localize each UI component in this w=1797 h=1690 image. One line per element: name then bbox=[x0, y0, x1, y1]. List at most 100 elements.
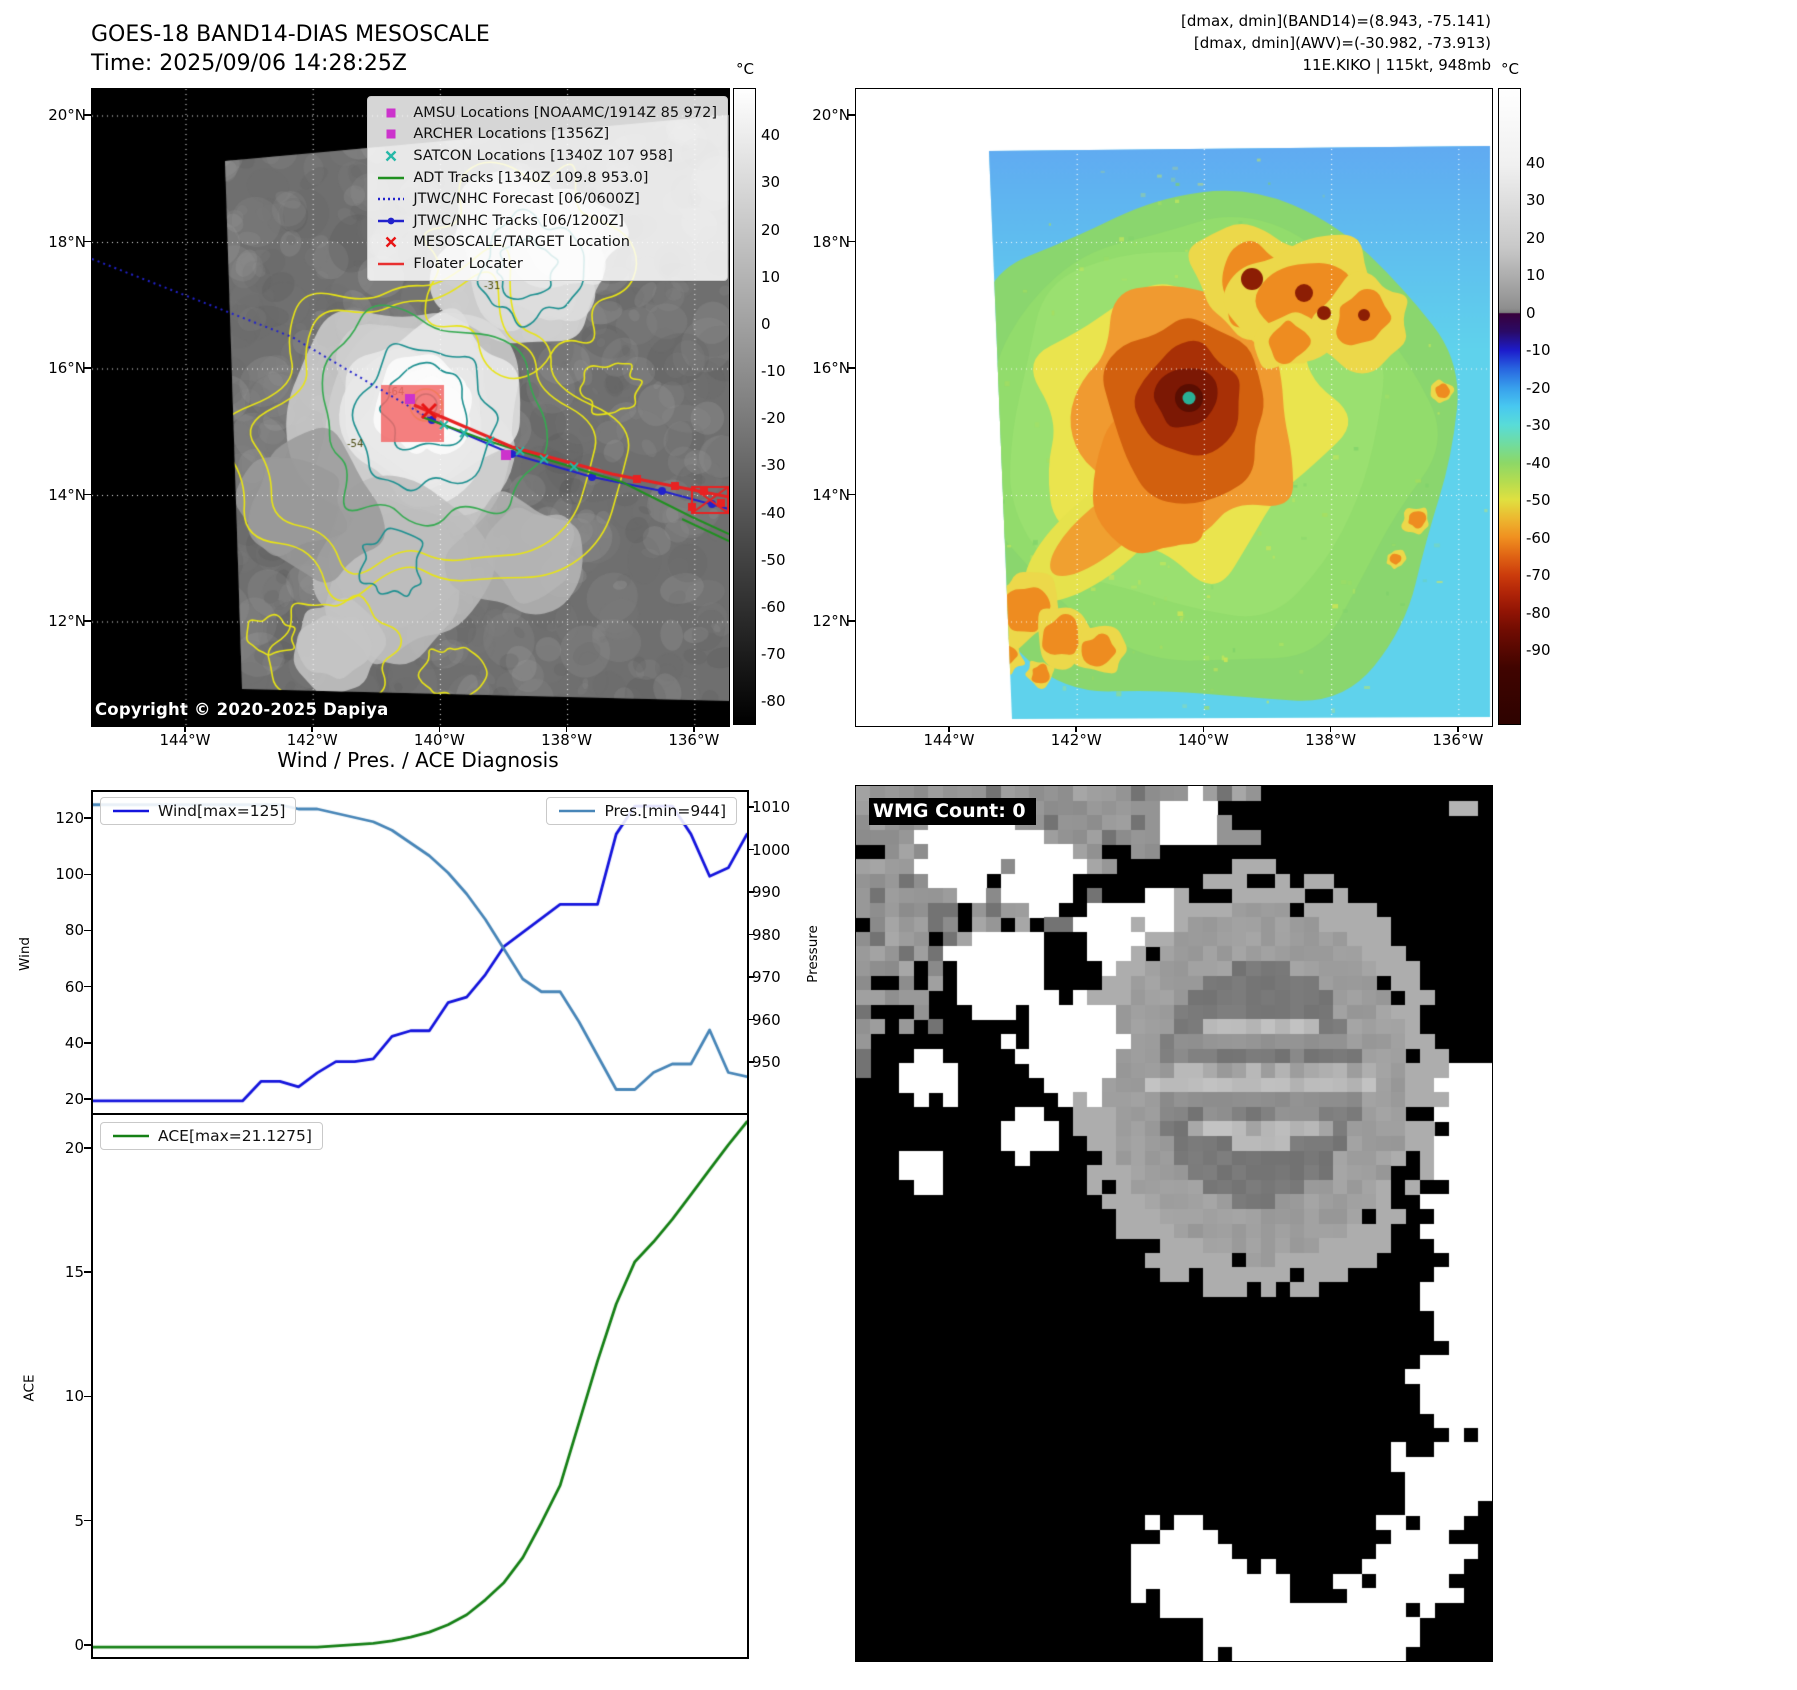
axis-tick-label: -90 bbox=[1526, 641, 1551, 660]
axis-tick-mark bbox=[84, 1395, 91, 1398]
axis-tick-mark bbox=[565, 726, 568, 732]
axis-tick-label: 136°W bbox=[1432, 731, 1484, 749]
axis-tick-mark bbox=[1329, 726, 1332, 732]
axis-tick-label: -60 bbox=[1526, 528, 1551, 547]
axis-tick-mark bbox=[1075, 726, 1077, 732]
axis-tick-label: 40 bbox=[761, 126, 781, 145]
axis-tick-mark bbox=[84, 493, 91, 496]
axis-tick-mark bbox=[1457, 726, 1459, 732]
axis-tick-label: 100 bbox=[55, 865, 84, 884]
legend-item-label: ADT Tracks [1340Z 109.8 953.0] bbox=[413, 169, 649, 186]
axis-tick-mark bbox=[84, 929, 91, 932]
legend-item-label: Wind[max=125] bbox=[158, 801, 286, 820]
legend-item: JTWC/NHC Forecast [06/0600Z] bbox=[376, 189, 717, 209]
tl-colorbar-unit: °C bbox=[736, 60, 754, 78]
tl-map-title: GOES-18 BAND14-DIAS MESOSCALE bbox=[91, 22, 490, 47]
axis-tick-label: 16°N bbox=[48, 359, 86, 377]
axis-tick-label: 40 bbox=[1526, 153, 1546, 172]
axis-tick-label: -50 bbox=[761, 550, 786, 569]
legend-item: JTWC/NHC Tracks [06/1200Z] bbox=[376, 211, 717, 231]
axis-tick-mark bbox=[84, 367, 91, 369]
axis-tick-label: 16°N bbox=[812, 359, 850, 377]
legend-item-label: MESOSCALE/TARGET Location bbox=[413, 234, 630, 251]
ace-series-legend: ACE[max=21.1275] bbox=[100, 1122, 323, 1150]
axis-tick-label: 10 bbox=[64, 1387, 84, 1406]
axis-tick-label: 120 bbox=[55, 809, 84, 828]
axis-tick-label: 140°W bbox=[1177, 731, 1229, 749]
axis-tick-mark bbox=[438, 726, 441, 732]
wind-series-legend: Wind[max=125] bbox=[100, 797, 297, 825]
legend-marker-x-icon bbox=[386, 237, 397, 248]
tr-colorbar-unit: °C bbox=[1501, 60, 1519, 78]
axis-tick-mark bbox=[693, 726, 695, 732]
axis-tick-mark bbox=[747, 848, 754, 851]
axis-tick-label: -20 bbox=[761, 409, 786, 428]
axis-tick-label: -70 bbox=[761, 645, 786, 664]
axis-tick-label: 1010 bbox=[752, 798, 791, 816]
axis-tick-mark bbox=[84, 1519, 91, 1522]
axis-tick-label: 136°W bbox=[668, 731, 720, 749]
axis-tick-label: 12°N bbox=[48, 612, 86, 630]
legend-item-label: AMSU Locations [NOAAMC/1914Z 85 972] bbox=[413, 104, 717, 121]
axis-tick-mark bbox=[84, 1042, 91, 1044]
axis-tick-mark bbox=[84, 985, 91, 988]
wmg-count-label: WMG Count: 0 bbox=[869, 798, 1036, 825]
axis-tick-mark bbox=[747, 1061, 754, 1063]
axis-tick-label: 970 bbox=[752, 968, 781, 986]
axis-tick-mark bbox=[184, 726, 186, 732]
wind-pressure-chart bbox=[91, 790, 749, 1117]
legend-marker-line-icon bbox=[113, 1134, 149, 1137]
axis-tick-label: -80 bbox=[1526, 603, 1551, 622]
axis-tick-mark bbox=[84, 1098, 91, 1100]
axis-tick-mark bbox=[84, 240, 91, 243]
legend-item: ACE[max=21.1275] bbox=[111, 1126, 312, 1146]
legend-marker-line-icon bbox=[378, 176, 405, 179]
legend-item-label: ACE[max=21.1275] bbox=[158, 1126, 312, 1145]
axis-tick-label: 138°W bbox=[1305, 731, 1357, 749]
axis-tick-mark bbox=[84, 817, 91, 819]
axis-tick-mark bbox=[311, 726, 313, 732]
axis-tick-label: 80 bbox=[64, 921, 84, 940]
axis-tick-mark bbox=[948, 726, 950, 732]
axis-tick-label: 144°W bbox=[923, 731, 975, 749]
legend-item: Wind[max=125] bbox=[111, 801, 285, 821]
axis-tick-label: -80 bbox=[761, 692, 786, 711]
legend-item: SATCON Locations [1340Z 107 958] bbox=[376, 146, 717, 166]
axis-tick-label: -70 bbox=[1526, 566, 1551, 585]
axis-tick-label: 30 bbox=[761, 173, 781, 192]
axis-tick-label: 950 bbox=[752, 1053, 781, 1071]
axis-tick-label: 14°N bbox=[48, 485, 86, 504]
legend-item: Floater Locater bbox=[376, 254, 717, 274]
axis-tick-label: 20 bbox=[64, 1089, 84, 1108]
axis-tick-mark bbox=[84, 873, 91, 875]
axis-tick-label: 60 bbox=[64, 977, 84, 996]
legend-item-label: Floater Locater bbox=[413, 255, 523, 272]
axis-tick-label: 15 bbox=[64, 1263, 84, 1282]
axis-tick-label: 142°W bbox=[1050, 731, 1102, 749]
axis-tick-mark bbox=[84, 1147, 91, 1149]
wmg-pixel-map bbox=[855, 785, 1493, 1662]
enhanced-ir-satellite-map bbox=[855, 88, 1493, 727]
axis-tick-label: 0 bbox=[74, 1636, 84, 1655]
legend-item-label: SATCON Locations [1340Z 107 958] bbox=[413, 147, 673, 164]
axis-tick-mark bbox=[747, 933, 754, 936]
legend-marker-square-icon bbox=[386, 129, 396, 139]
axis-tick-label: 140°W bbox=[413, 731, 465, 749]
axis-tick-label: -60 bbox=[761, 598, 786, 617]
legend-marker-dotted-icon bbox=[378, 197, 405, 201]
pressure-series-legend: Pres.[min=944] bbox=[546, 797, 737, 825]
axis-tick-mark bbox=[848, 493, 855, 496]
axis-tick-label: 20 bbox=[64, 1138, 84, 1157]
legend-item: AMSU Locations [NOAAMC/1914Z 85 972] bbox=[376, 103, 717, 123]
legend-marker-line-dot-icon bbox=[378, 217, 405, 225]
axis-tick-label: -30 bbox=[761, 456, 786, 475]
legend-item-label: JTWC/NHC Forecast [06/0600Z] bbox=[413, 191, 640, 208]
axis-tick-label: -50 bbox=[1526, 491, 1551, 510]
axis-tick-mark bbox=[747, 891, 754, 893]
legend-item-label: ARCHER Locations [1356Z] bbox=[413, 126, 610, 143]
legend-item: ADT Tracks [1340Z 109.8 953.0] bbox=[376, 168, 717, 188]
legend-item: Pres.[min=944] bbox=[557, 801, 726, 821]
axis-tick-label: 980 bbox=[752, 925, 781, 944]
legend-marker-square-icon bbox=[386, 108, 396, 118]
axis-tick-label: -10 bbox=[1526, 341, 1551, 360]
